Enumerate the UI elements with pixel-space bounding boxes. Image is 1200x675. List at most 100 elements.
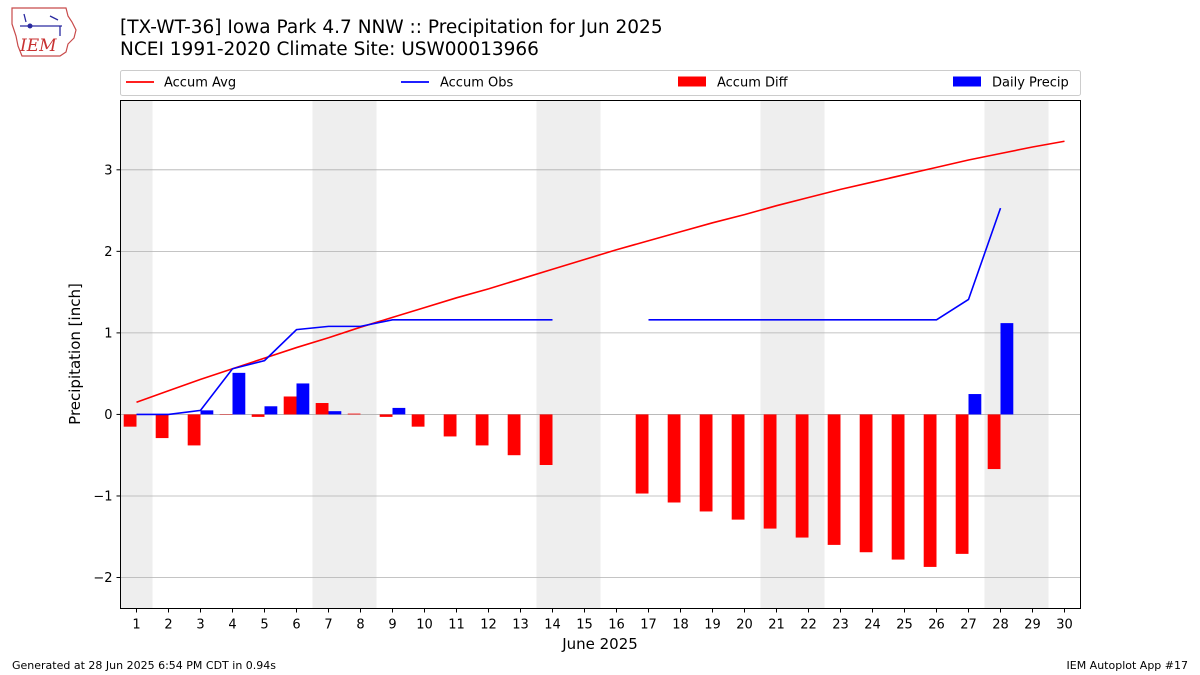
legend-label-accum-avg: Accum Avg <box>164 76 236 91</box>
x-tick-label-19: 19 <box>704 618 721 633</box>
accum-obs-line <box>136 207 1002 416</box>
logo-text: IEM <box>19 36 57 56</box>
legend-item-accum-avg: Accum Avg <box>126 76 236 91</box>
x-tick-label-2: 2 <box>164 618 172 633</box>
legend-label-accum-diff: Accum Diff <box>717 76 789 91</box>
accum-diff-bar-11 <box>443 414 457 437</box>
y-tick-label-2: 0 <box>104 408 112 423</box>
daily-precip-bar-7 <box>328 411 342 415</box>
accum-diff-bar-10 <box>411 414 425 427</box>
x-axis-label: June 2025 <box>561 635 638 653</box>
weekend-band-8 <box>344 100 377 609</box>
legend-label-daily-precip: Daily Precip <box>992 76 1069 91</box>
accum-diff-bar-5 <box>251 414 265 417</box>
bars <box>123 323 1014 567</box>
weekend-band-21 <box>760 100 793 609</box>
accum-diff-bar-17 <box>635 414 649 494</box>
accum-diff-bar-7 <box>315 403 329 415</box>
accum-diff-bar-6 <box>283 396 297 415</box>
accum-diff-bar-1 <box>123 414 137 427</box>
accum-diff-bar-27 <box>955 414 969 554</box>
x-tick-label-11: 11 <box>448 618 465 633</box>
y-tick-label-3: 1 <box>104 326 112 341</box>
y-tick-label-4: 2 <box>104 245 112 260</box>
accum-diff-bar-21 <box>763 414 777 529</box>
legend-swatch-accum-diff <box>678 76 706 87</box>
accum-diff-bar-8 <box>347 413 361 415</box>
x-tick-label-26: 26 <box>928 618 945 633</box>
accum-diff-bar-24 <box>859 414 873 553</box>
accum-diff-bar-26 <box>923 414 937 567</box>
daily-precip-bar-9 <box>392 407 406 415</box>
weekend-band-29 <box>1016 100 1049 609</box>
weekend-shading <box>120 100 1049 609</box>
daily-precip-bar-5 <box>264 406 278 415</box>
accum-diff-bar-9 <box>379 414 393 417</box>
x-tick-label-10: 10 <box>416 618 433 633</box>
x-tick-label-7: 7 <box>324 618 332 633</box>
x-tick-label-18: 18 <box>672 618 689 633</box>
accum-diff-bar-22 <box>795 414 809 538</box>
daily-precip-bar-28 <box>1000 323 1014 415</box>
chart-subtitle: NCEI 1991-2020 Climate Site: USW00013966 <box>120 39 539 60</box>
plot-frame <box>120 100 1081 609</box>
x-tick-label-1: 1 <box>132 618 140 633</box>
x-tick-label-4: 4 <box>228 618 236 633</box>
x-tick-label-30: 30 <box>1056 618 1073 633</box>
y-tick-label-5: 3 <box>104 163 112 178</box>
y-axis-label: Precipitation [inch] <box>66 283 84 425</box>
weekend-band-7 <box>312 100 345 609</box>
weekend-band-1 <box>120 100 153 609</box>
legend-label-accum-obs: Accum Obs <box>440 76 513 91</box>
generated-footer: Generated at 28 Jun 2025 6:54 PM CDT in … <box>12 659 277 672</box>
x-tick-label-9: 9 <box>388 618 396 633</box>
legend-swatch-daily-precip <box>953 76 981 87</box>
legend-item-accum-diff: Accum Diff <box>678 76 789 91</box>
y-tick-label-0: −2 <box>93 571 112 586</box>
x-tick-label-27: 27 <box>960 618 977 633</box>
accum-diff-bar-12 <box>475 414 489 446</box>
weather-vane-icon <box>20 13 62 36</box>
accum-diff-bar-23 <box>827 414 841 545</box>
x-tick-label-6: 6 <box>292 618 300 633</box>
accum-diff-bar-14 <box>539 414 553 465</box>
legend-item-accum-obs: Accum Obs <box>401 76 513 91</box>
legend-frame <box>120 70 1081 96</box>
lines <box>136 140 1065 416</box>
x-tick-label-16: 16 <box>608 618 625 633</box>
x-tick-label-22: 22 <box>800 618 817 633</box>
x-tick-label-23: 23 <box>832 618 849 633</box>
x-tick-label-8: 8 <box>356 618 364 633</box>
accum-avg-line <box>136 140 1065 403</box>
accum-diff-bar-20 <box>731 414 745 520</box>
legend: Accum Avg Accum Obs Accum Diff Daily Pre… <box>120 70 1081 96</box>
daily-precip-bar-6 <box>296 383 310 415</box>
x-tick-label-13: 13 <box>512 618 529 633</box>
x-tick-label-14: 14 <box>544 618 561 633</box>
weekend-band-14 <box>536 100 569 609</box>
x-tick-label-28: 28 <box>992 618 1009 633</box>
accum-diff-bar-25 <box>891 414 905 560</box>
accum-diff-bar-2 <box>155 414 169 439</box>
x-tick-label-21: 21 <box>768 618 785 633</box>
accum-diff-bar-18 <box>667 414 681 503</box>
daily-precip-bar-4 <box>232 372 246 415</box>
iowa-outline-icon <box>11 7 77 57</box>
x-tick-label-25: 25 <box>896 618 913 633</box>
grid-lines <box>120 169 1081 578</box>
daily-precip-bar-27 <box>968 394 982 415</box>
x-tick-label-15: 15 <box>576 618 593 633</box>
app-footer: IEM Autoplot App #17 <box>1066 659 1189 672</box>
x-tick-label-3: 3 <box>196 618 204 633</box>
x-tick-label-12: 12 <box>480 618 497 633</box>
weekend-band-15 <box>568 100 601 609</box>
accum-diff-bar-13 <box>507 414 521 456</box>
x-tick-label-20: 20 <box>736 618 753 633</box>
x-tick-label-5: 5 <box>260 618 268 633</box>
x-tick-label-24: 24 <box>864 618 881 633</box>
x-tick-label-29: 29 <box>1024 618 1041 633</box>
daily-precip-bar-3 <box>200 410 214 415</box>
accum-diff-bar-19 <box>699 414 713 512</box>
